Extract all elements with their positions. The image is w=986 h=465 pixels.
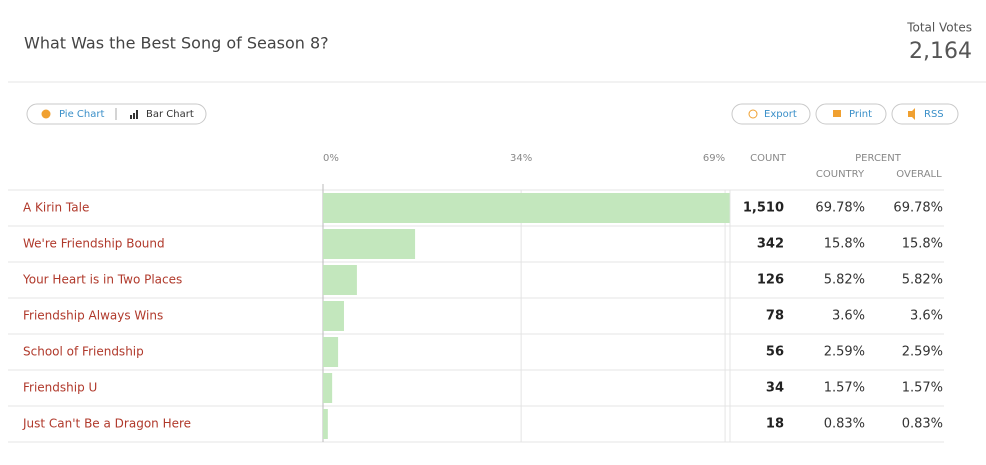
rss-button[interactable]: RSS xyxy=(924,109,944,120)
x-tick-label: 34% xyxy=(510,153,532,164)
song-name: A Kirin Tale xyxy=(23,201,89,215)
x-tick-label: 69% xyxy=(703,153,725,164)
rss-icon xyxy=(908,108,915,120)
bar-chart-button[interactable]: Bar Chart xyxy=(146,109,194,120)
export-pill[interactable] xyxy=(731,103,811,125)
overall-percent: 15.8% xyxy=(902,237,943,252)
country-percent: 5.82% xyxy=(824,273,865,288)
country-percent: 1.57% xyxy=(824,381,865,396)
poll-title: What Was the Best Song of Season 8? xyxy=(24,34,329,53)
overall-percent: 3.6% xyxy=(910,309,943,324)
overall-percent: 0.83% xyxy=(902,417,943,432)
overall-percent: 1.57% xyxy=(902,381,943,396)
country-percent: 3.6% xyxy=(832,309,865,324)
bar-icon xyxy=(130,110,138,119)
vote-count: 56 xyxy=(766,345,784,360)
x-tick-label: 0% xyxy=(323,153,339,164)
print-pill[interactable] xyxy=(815,103,887,125)
export-button[interactable]: Export xyxy=(764,109,797,120)
song-name: Your Heart is in Two Places xyxy=(22,273,182,287)
song-name: Friendship U xyxy=(23,381,97,395)
overall-percent: 69.78% xyxy=(893,201,943,216)
country-header: COUNTRY xyxy=(816,169,865,180)
bar xyxy=(323,409,328,439)
bar xyxy=(323,301,344,331)
total-votes: 2,164 xyxy=(909,39,972,64)
vote-count: 34 xyxy=(766,381,784,396)
song-name: School of Friendship xyxy=(23,345,144,359)
overall-percent: 2.59% xyxy=(902,345,943,360)
song-name: Friendship Always Wins xyxy=(23,309,163,323)
country-percent: 0.83% xyxy=(824,417,865,432)
vote-count: 1,510 xyxy=(743,201,784,216)
country-percent: 69.78% xyxy=(815,201,865,216)
print-button[interactable]: Print xyxy=(849,109,872,120)
vote-count: 342 xyxy=(757,237,784,252)
vote-count: 78 xyxy=(766,309,784,324)
percent-header: PERCENT xyxy=(855,153,902,164)
bar xyxy=(323,229,416,259)
country-percent: 2.59% xyxy=(824,345,865,360)
overall-percent: 5.82% xyxy=(902,273,943,288)
pie-chart-button[interactable]: Pie Chart xyxy=(59,109,104,120)
bar xyxy=(323,337,339,367)
export-icon xyxy=(748,109,758,119)
rss-pill[interactable] xyxy=(891,103,959,125)
song-name: Just Can't Be a Dragon Here xyxy=(22,417,191,431)
song-name: We're Friendship Bound xyxy=(23,237,165,251)
country-percent: 15.8% xyxy=(824,237,865,252)
total-label: Total Votes xyxy=(906,21,972,35)
vote-count: 126 xyxy=(757,273,784,288)
print-icon xyxy=(833,110,841,117)
bar xyxy=(323,193,730,223)
bar xyxy=(323,373,333,403)
vote-count: 18 xyxy=(766,417,784,432)
bar xyxy=(323,265,357,295)
count-header: COUNT xyxy=(750,153,787,164)
overall-header: OVERALL xyxy=(896,169,942,180)
pie-icon xyxy=(41,109,51,119)
